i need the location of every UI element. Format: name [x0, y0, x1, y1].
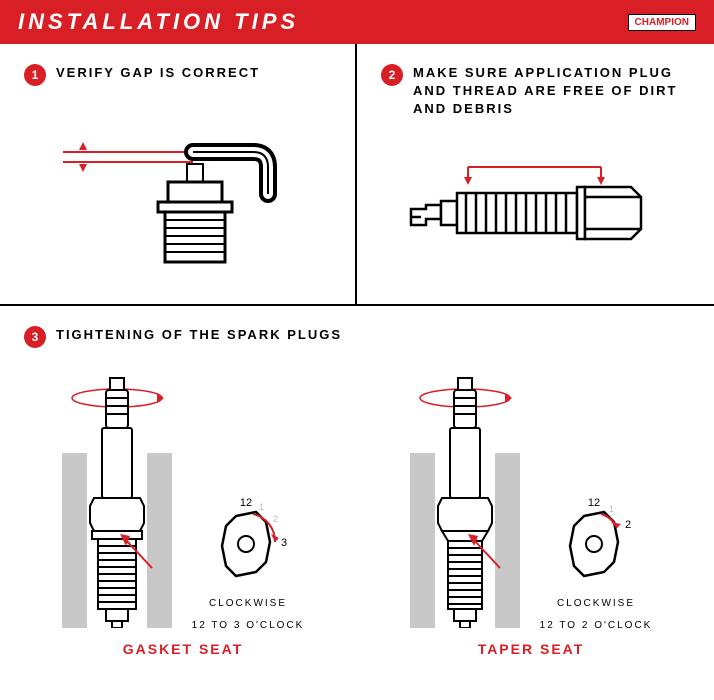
gap-illustration — [24, 104, 331, 274]
thread-illustration — [381, 137, 690, 287]
gasket-seat-label: GASKET SEAT — [62, 641, 305, 657]
taper-direction: CLOCKWISE — [540, 597, 653, 611]
step-2-title: Make sure application plug and thread ar… — [413, 64, 690, 119]
brand-badge: CHAMPION — [628, 14, 696, 31]
taper-seat-label: TAPER SEAT — [410, 641, 653, 657]
taper-range: 12 TO 2 O'CLOCK — [540, 619, 653, 633]
step-3-number: 3 — [24, 326, 46, 348]
step-3-header: 3 Tightening of the spark plugs — [24, 326, 690, 348]
gasket-direction: CLOCKWISE — [192, 597, 305, 611]
header-bar: INSTALLATION TIPS CHAMPION — [0, 0, 714, 44]
taper-clock: 12 1 2 CLOCKWISE 12 TO 2 O'CLOCK — [540, 494, 653, 633]
taper-plug-illustration — [410, 368, 520, 633]
step-2-header: 2 Make sure application plug and thread … — [381, 64, 690, 119]
gasket-seat-section: 12 1 2 3 CLOCKWISE 12 TO 3 O'CLOCK GASKE… — [62, 368, 305, 657]
step-1-panel: 1 Verify gap is correct — [0, 44, 357, 304]
clock-12-label: 12 — [588, 497, 600, 509]
step-1-number: 1 — [24, 64, 46, 86]
step-1-title: Verify gap is correct — [56, 64, 260, 82]
gasket-plug-illustration — [62, 368, 172, 633]
gasket-range: 12 TO 3 O'CLOCK — [192, 619, 305, 633]
clock-3-label: 3 — [281, 537, 287, 549]
step-3-title: Tightening of the spark plugs — [56, 326, 342, 344]
tightening-content: 12 1 2 3 CLOCKWISE 12 TO 3 O'CLOCK GASKE… — [24, 368, 690, 657]
gasket-clock: 12 1 2 3 CLOCKWISE 12 TO 3 O'CLOCK — [192, 494, 305, 633]
step-2-panel: 2 Make sure application plug and thread … — [357, 44, 714, 304]
step-3-panel: 3 Tightening of the spark plugs — [0, 306, 714, 698]
step-1-header: 1 Verify gap is correct — [24, 64, 331, 86]
page-title: INSTALLATION TIPS — [18, 9, 299, 35]
clock-12-label: 12 — [240, 497, 252, 509]
svg-text:2: 2 — [273, 514, 278, 524]
clock-2-label: 2 — [625, 519, 631, 531]
svg-text:1: 1 — [259, 502, 264, 512]
svg-text:1: 1 — [609, 504, 614, 514]
top-row: 1 Verify gap is correct — [0, 44, 714, 304]
step-2-number: 2 — [381, 64, 403, 86]
taper-seat-section: 12 1 2 CLOCKWISE 12 TO 2 O'CLOCK TAPER S… — [410, 368, 653, 657]
